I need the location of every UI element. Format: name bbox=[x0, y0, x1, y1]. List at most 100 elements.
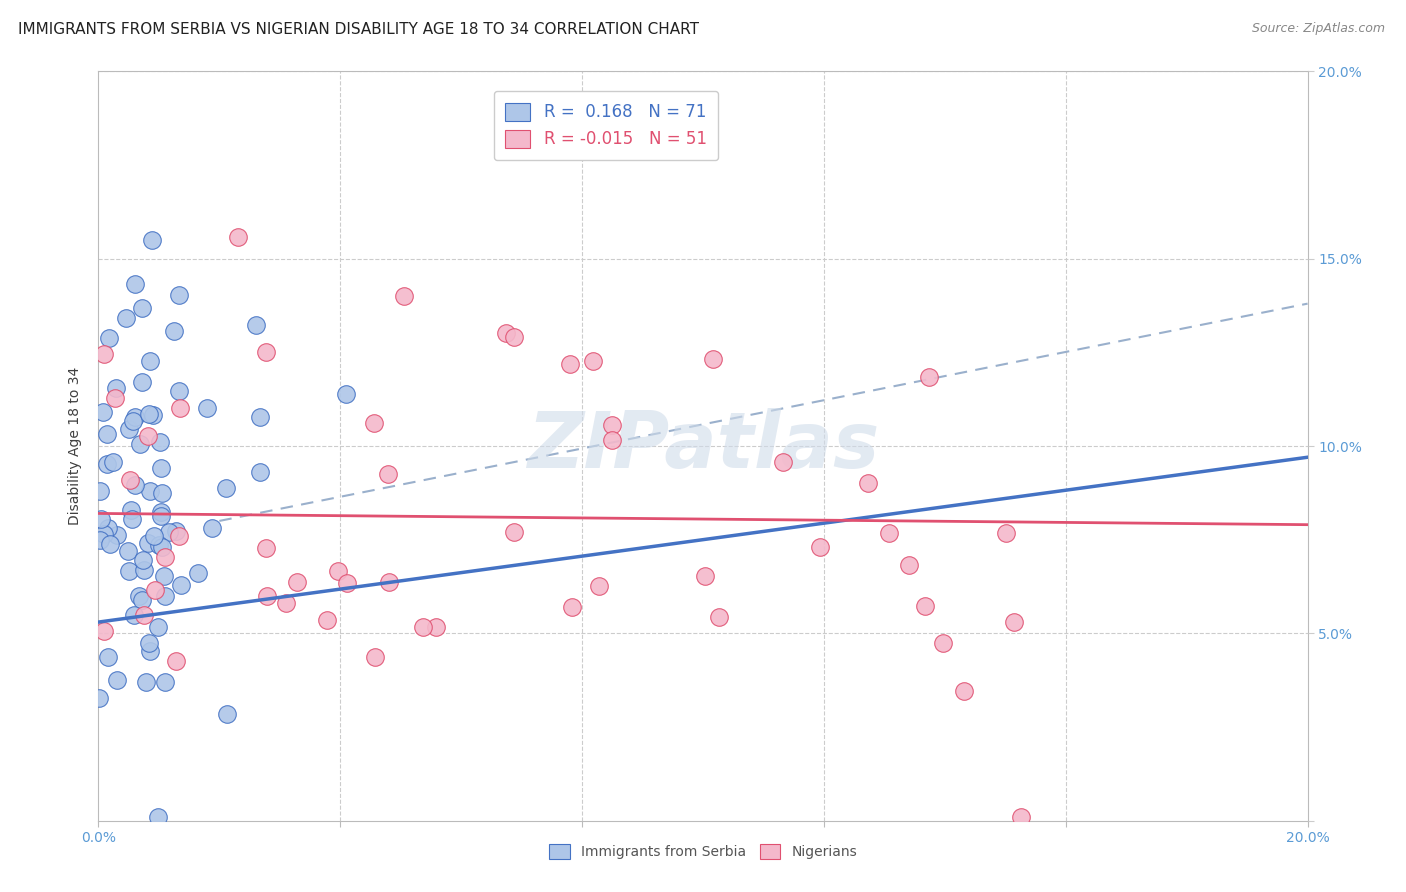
Point bbox=[97, 649, 120, 664]
Point bbox=[120, 503, 142, 517]
Point bbox=[953, 684, 976, 698]
Point bbox=[153, 569, 176, 583]
Point bbox=[149, 461, 172, 475]
Point bbox=[503, 330, 526, 344]
Point bbox=[115, 311, 138, 326]
Point bbox=[141, 233, 163, 247]
Point bbox=[412, 620, 434, 634]
Point bbox=[285, 575, 308, 590]
Point bbox=[994, 526, 1017, 541]
Point bbox=[132, 563, 155, 577]
Point bbox=[134, 607, 156, 622]
Point bbox=[249, 466, 271, 480]
Point bbox=[495, 326, 517, 341]
Point bbox=[167, 288, 190, 302]
Point bbox=[561, 599, 583, 614]
Point bbox=[139, 643, 162, 657]
Point bbox=[155, 674, 177, 689]
Point bbox=[693, 569, 716, 583]
Point bbox=[149, 508, 172, 523]
Point bbox=[138, 484, 160, 499]
Point bbox=[138, 428, 160, 442]
Point bbox=[148, 538, 170, 552]
Point bbox=[150, 540, 173, 554]
Point bbox=[131, 553, 153, 567]
Point bbox=[167, 529, 190, 543]
Point bbox=[138, 407, 160, 421]
Point bbox=[128, 589, 150, 603]
Point bbox=[425, 620, 447, 634]
Point bbox=[89, 483, 111, 498]
Point bbox=[326, 564, 349, 578]
Point bbox=[91, 405, 114, 419]
Point bbox=[104, 391, 127, 405]
Point bbox=[89, 533, 111, 547]
Point bbox=[117, 544, 139, 558]
Point bbox=[104, 381, 127, 395]
Point bbox=[558, 357, 581, 371]
Point bbox=[932, 636, 955, 650]
Point bbox=[364, 650, 387, 665]
Point bbox=[914, 599, 936, 614]
Point bbox=[87, 691, 110, 706]
Point bbox=[245, 318, 267, 333]
Point bbox=[131, 301, 153, 315]
Point bbox=[602, 433, 624, 447]
Point bbox=[167, 384, 190, 398]
Point bbox=[96, 427, 118, 442]
Point bbox=[124, 410, 146, 425]
Point bbox=[1010, 810, 1032, 824]
Point bbox=[148, 435, 170, 450]
Point bbox=[316, 613, 339, 627]
Point bbox=[148, 810, 170, 824]
Point bbox=[122, 608, 145, 623]
Point bbox=[582, 353, 605, 368]
Point bbox=[97, 521, 120, 535]
Point bbox=[335, 575, 357, 590]
Point bbox=[165, 524, 187, 538]
Point bbox=[256, 589, 278, 603]
Point bbox=[107, 673, 129, 687]
Point bbox=[363, 416, 385, 430]
Point bbox=[215, 707, 238, 722]
Point bbox=[163, 324, 186, 338]
Point bbox=[702, 351, 724, 366]
Point bbox=[93, 347, 115, 361]
Point bbox=[93, 527, 115, 541]
Point bbox=[118, 564, 141, 578]
Point bbox=[856, 475, 879, 490]
Point bbox=[122, 414, 145, 428]
Point bbox=[709, 610, 731, 624]
Point bbox=[124, 478, 146, 492]
Point bbox=[121, 512, 143, 526]
Point bbox=[138, 635, 160, 649]
Point bbox=[1002, 615, 1025, 629]
Point bbox=[131, 375, 153, 389]
Point bbox=[138, 354, 160, 368]
Point bbox=[254, 541, 277, 555]
Point bbox=[772, 454, 794, 468]
Point bbox=[249, 410, 271, 425]
Point bbox=[120, 473, 142, 487]
Point bbox=[135, 675, 157, 690]
Text: ZIPatlas: ZIPatlas bbox=[527, 408, 879, 484]
Point bbox=[918, 370, 941, 384]
Point bbox=[335, 387, 357, 401]
Point bbox=[170, 577, 193, 591]
Point bbox=[131, 593, 153, 607]
Point bbox=[129, 437, 152, 451]
Point bbox=[394, 289, 416, 303]
Point bbox=[136, 535, 159, 549]
Point bbox=[153, 550, 176, 565]
Point bbox=[124, 277, 146, 291]
Point bbox=[145, 582, 167, 597]
Point bbox=[879, 525, 901, 540]
Point bbox=[118, 422, 141, 436]
Point bbox=[96, 458, 118, 472]
Point bbox=[101, 455, 124, 469]
Point bbox=[808, 540, 831, 554]
Point bbox=[153, 590, 176, 604]
Point bbox=[588, 578, 610, 592]
Point bbox=[93, 624, 115, 639]
Point bbox=[228, 229, 250, 244]
